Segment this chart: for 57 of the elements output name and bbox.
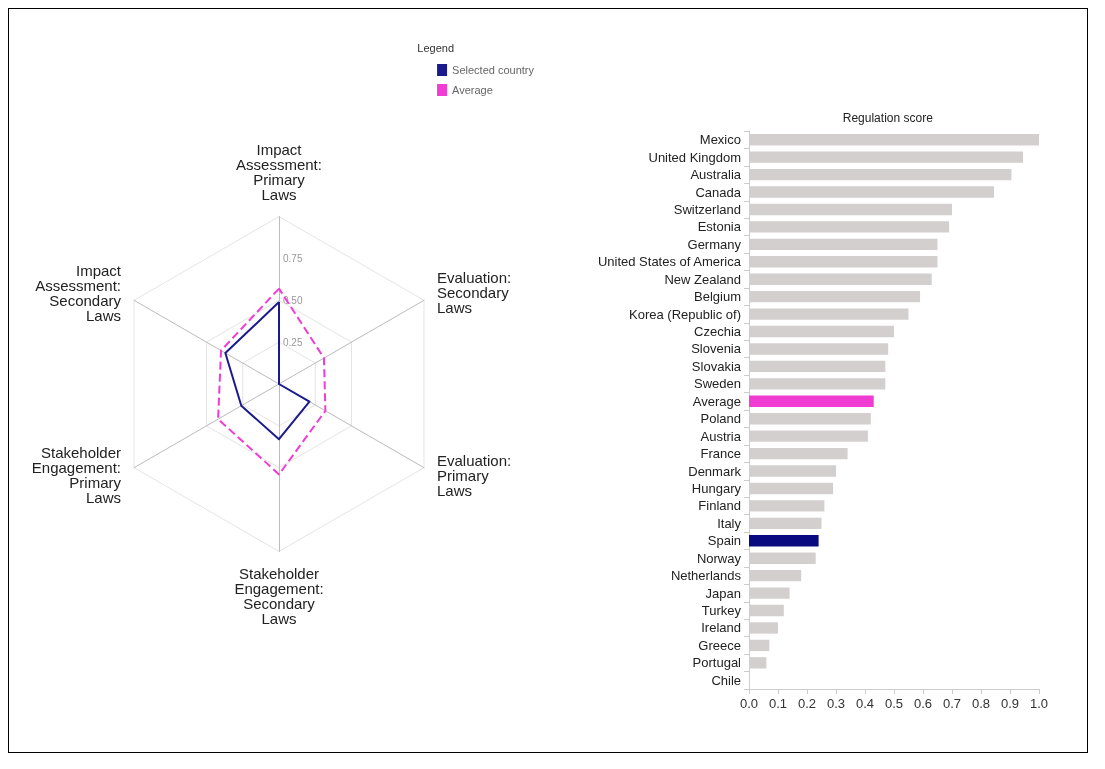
- x-tick-label: 0.7: [942, 696, 962, 711]
- y-tick-label: Norway: [696, 550, 742, 566]
- y-tick-label: Average: [692, 393, 741, 409]
- y-tick-label: Austria: [700, 428, 742, 444]
- y-tick-label: Turkey: [701, 603, 742, 619]
- y-tick-label: Ireland: [701, 620, 741, 636]
- y-tick-label: Estonia: [697, 219, 742, 235]
- legend-label: Selected country: [452, 64, 535, 76]
- x-tick-label: 0.6: [913, 696, 933, 711]
- legend-label: Average: [452, 84, 493, 96]
- y-tick-label: Czechia: [694, 324, 742, 340]
- y-tick-label: 0.25: [283, 336, 303, 348]
- x-tick-label: 0.4: [855, 696, 875, 711]
- y-tick-label: Canada: [695, 184, 742, 200]
- y-tick-label: Poland: [700, 411, 741, 427]
- chart-title: Regulation score: [842, 111, 934, 125]
- y-tick-label: Finland: [698, 498, 741, 514]
- y-tick-label: Mexico: [699, 132, 741, 148]
- y-tick-label: Italy: [717, 515, 742, 531]
- y-tick-label: Slovenia: [691, 341, 742, 357]
- y-tick-label: 0.75: [283, 252, 303, 264]
- spoke-label: Evaluation: Secondary Laws: [436, 269, 512, 317]
- y-tick-label: Korea (Republic of): [629, 306, 741, 322]
- y-tick-label: Japan: [705, 585, 741, 601]
- legend-title: Legend: [417, 41, 455, 54]
- y-tick-label: Hungary: [691, 480, 742, 496]
- y-tick-label: Portugal: [692, 655, 742, 671]
- y-tick-label: Switzerland: [673, 201, 741, 217]
- x-tick-label: 0.0: [739, 696, 759, 711]
- x-tick-label: 0.3: [826, 696, 846, 711]
- y-tick-label: Denmark: [688, 463, 742, 479]
- y-tick-label: Sweden: [694, 376, 741, 392]
- y-tick-label: Belgium: [694, 289, 741, 305]
- y-tick-label: United States of America: [597, 254, 742, 270]
- y-tick-label: Netherlands: [670, 568, 742, 584]
- bar: [749, 395, 874, 407]
- x-tick-label: 0.5: [884, 696, 904, 711]
- bar: [749, 535, 819, 547]
- spoke-label: Stakeholder Engagement: Secondary Laws: [234, 565, 324, 628]
- x-tick-label: 0.1: [768, 696, 788, 711]
- y-tick-label: Spain: [707, 533, 741, 549]
- spoke-label: Impact Assessment: Secondary Laws: [35, 261, 122, 324]
- y-tick-label: Germany: [687, 236, 742, 252]
- y-tick-label: New Zealand: [664, 271, 741, 287]
- spoke-label: Stakeholder Engagement: Primary Laws: [31, 444, 122, 507]
- y-tick-label: Chile: [711, 672, 741, 688]
- y-tick-label: Greece: [698, 637, 741, 653]
- y-tick-label: Australia: [690, 167, 742, 183]
- spoke-label: Impact Assessment: Primary Laws: [236, 140, 322, 203]
- x-tick-label: 0.8: [971, 696, 991, 711]
- y-tick-label: France: [700, 446, 741, 462]
- spoke-label: Evaluation: Primary Laws: [436, 451, 512, 499]
- x-tick-label: 0.2: [797, 696, 817, 711]
- x-tick-label: 0.9: [1000, 696, 1020, 711]
- y-tick-label: Slovakia: [691, 358, 742, 374]
- x-tick-label: 1.0: [1029, 696, 1049, 711]
- y-tick-label: United Kingdom: [648, 149, 741, 165]
